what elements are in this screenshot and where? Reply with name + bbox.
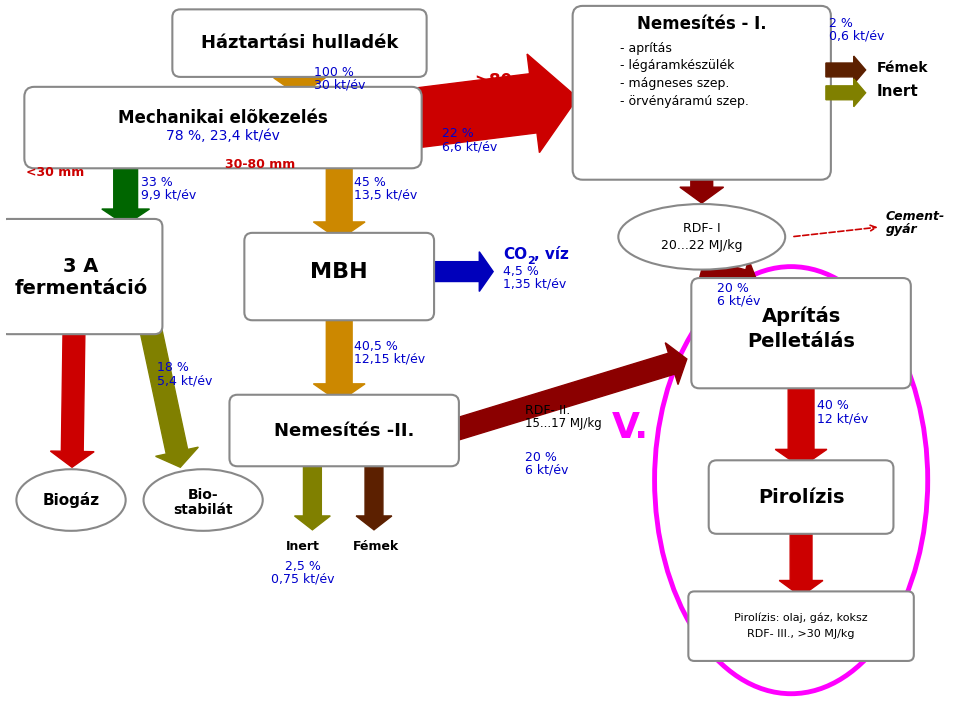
FancyBboxPatch shape: [173, 9, 426, 77]
Text: Pirolízis: Pirolízis: [757, 488, 845, 506]
Text: - légáramkészülék: - légáramkészülék: [620, 59, 734, 72]
Polygon shape: [237, 411, 265, 450]
Text: Inert: Inert: [285, 540, 320, 553]
Polygon shape: [313, 314, 365, 402]
Text: stabilát: stabilát: [174, 503, 233, 517]
Text: RDF- I: RDF- I: [683, 223, 721, 236]
Polygon shape: [51, 328, 94, 468]
FancyBboxPatch shape: [0, 219, 162, 334]
Text: - örvényáramú szep.: - örvényáramú szep.: [620, 95, 749, 108]
Text: 3 A: 3 A: [63, 257, 99, 276]
Polygon shape: [680, 170, 724, 203]
Polygon shape: [826, 56, 866, 84]
Text: RDF- III., >30 MJ/kg: RDF- III., >30 MJ/kg: [747, 629, 854, 639]
Text: 2 %: 2 %: [828, 16, 852, 30]
Text: 0,75 kt/év: 0,75 kt/év: [271, 573, 334, 586]
Text: Nemesítés - I.: Nemesítés - I.: [636, 15, 767, 33]
Text: 6,6 kt/év: 6,6 kt/év: [442, 141, 496, 154]
Text: CO: CO: [503, 247, 527, 262]
Text: Biogáz: Biogáz: [42, 492, 100, 508]
Text: Cement-: Cement-: [885, 211, 945, 223]
Text: V.: V.: [612, 410, 649, 445]
Text: Fémek: Fémek: [353, 540, 399, 553]
FancyBboxPatch shape: [688, 591, 914, 661]
Polygon shape: [356, 459, 392, 530]
Text: 18 %: 18 %: [157, 362, 189, 374]
Text: Pirolízis: olaj, gáz, koksz: Pirolízis: olaj, gáz, koksz: [734, 613, 868, 624]
Text: 100 %: 100 %: [314, 67, 354, 79]
Polygon shape: [449, 343, 686, 441]
Text: gyár: gyár: [885, 223, 917, 236]
Text: >80 mm: >80 mm: [475, 72, 553, 90]
Polygon shape: [415, 54, 578, 153]
Text: 6 kt/év: 6 kt/év: [525, 464, 568, 477]
Text: - mágneses szep.: - mágneses szep.: [620, 77, 730, 90]
Text: 15...17 MJ/kg: 15...17 MJ/kg: [525, 417, 602, 430]
Text: - aprítás: - aprítás: [620, 42, 672, 54]
Ellipse shape: [144, 469, 263, 531]
Text: 0,6 kt/év: 0,6 kt/év: [828, 29, 884, 43]
Ellipse shape: [16, 469, 126, 531]
Text: Pelletálás: Pelletálás: [747, 332, 855, 351]
Text: RDF- II.: RDF- II.: [525, 404, 570, 417]
Text: 13,5 kt/év: 13,5 kt/év: [354, 188, 418, 202]
Polygon shape: [780, 527, 823, 596]
Text: Inert: Inert: [876, 84, 919, 100]
Text: 30-80 mm: 30-80 mm: [225, 158, 296, 171]
Polygon shape: [699, 259, 758, 301]
Text: fermentáció: fermentáció: [14, 279, 148, 298]
Text: 20 %: 20 %: [525, 451, 557, 464]
Text: 20...22 MJ/kg: 20...22 MJ/kg: [661, 239, 742, 252]
Text: 6 kt/év: 6 kt/év: [717, 295, 760, 308]
Text: Nemesítés -II.: Nemesítés -II.: [274, 422, 415, 440]
Text: MBH: MBH: [310, 261, 368, 281]
Text: 12 kt/év: 12 kt/év: [817, 412, 868, 425]
Text: <30 mm: <30 mm: [26, 166, 84, 179]
Text: 9,9 kt/év: 9,9 kt/év: [140, 188, 196, 202]
FancyBboxPatch shape: [691, 278, 911, 388]
Text: Fémek: Fémek: [876, 61, 928, 75]
Polygon shape: [140, 326, 199, 468]
Polygon shape: [427, 252, 493, 291]
Text: 40 %: 40 %: [817, 400, 849, 412]
Polygon shape: [776, 382, 827, 468]
FancyBboxPatch shape: [708, 460, 894, 534]
FancyBboxPatch shape: [572, 6, 830, 180]
Text: 12,15 kt/év: 12,15 kt/év: [354, 352, 425, 365]
Text: 2: 2: [527, 256, 535, 266]
Text: Mechanikai elõkezelés: Mechanikai elõkezelés: [118, 109, 328, 127]
Text: 5,4 kt/év: 5,4 kt/év: [157, 374, 213, 387]
FancyBboxPatch shape: [24, 87, 421, 168]
Text: 45 %: 45 %: [354, 175, 386, 189]
Text: Háztartási hulladék: Háztartási hulladék: [201, 34, 398, 52]
Text: 33 %: 33 %: [140, 175, 172, 189]
Text: Aprítás: Aprítás: [761, 306, 841, 326]
Polygon shape: [313, 160, 365, 240]
Text: 20 %: 20 %: [717, 282, 749, 295]
Text: 40,5 %: 40,5 %: [354, 339, 398, 352]
Ellipse shape: [618, 204, 785, 270]
Text: 78 %, 23,4 kt/év: 78 %, 23,4 kt/év: [166, 128, 280, 142]
Text: 4,5 %: 4,5 %: [503, 265, 539, 278]
FancyBboxPatch shape: [245, 233, 434, 320]
FancyBboxPatch shape: [229, 395, 459, 466]
Text: 22 %: 22 %: [442, 127, 473, 140]
Polygon shape: [295, 459, 330, 530]
Text: 1,35 kt/év: 1,35 kt/év: [503, 278, 566, 291]
Polygon shape: [102, 160, 150, 225]
Text: , víz: , víz: [534, 247, 568, 262]
Polygon shape: [274, 70, 325, 96]
Polygon shape: [826, 79, 866, 107]
Text: 30 kt/év: 30 kt/év: [314, 78, 366, 92]
Text: Bio-: Bio-: [188, 488, 219, 502]
Text: 2,5 %: 2,5 %: [284, 560, 321, 573]
